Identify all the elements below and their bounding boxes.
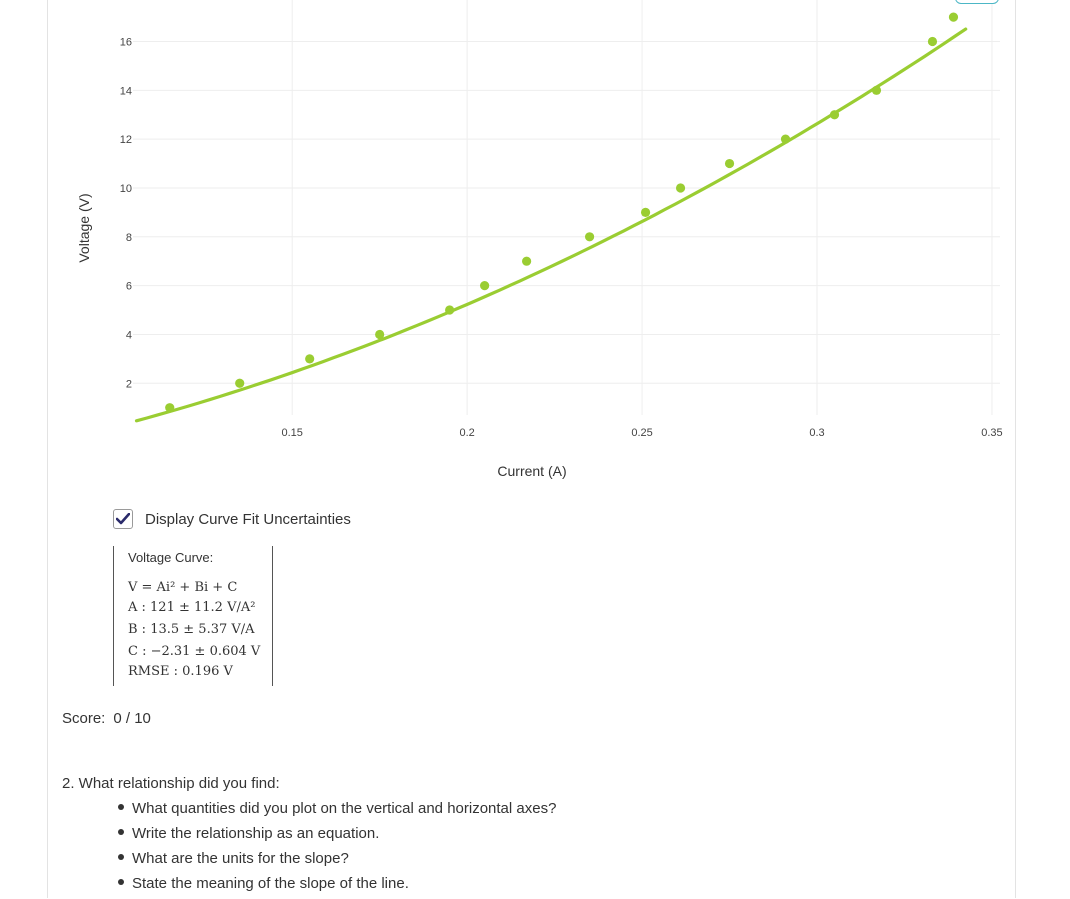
score: Score: 0 / 10 bbox=[62, 710, 151, 727]
data-point bbox=[675, 183, 686, 193]
data-point bbox=[445, 305, 455, 315]
y-tick-label: 16 bbox=[120, 37, 132, 49]
data-point bbox=[829, 110, 840, 120]
x-tick-label: 0.25 bbox=[631, 427, 652, 439]
fit-param-a: A : 121 ± 11.2 V/A² bbox=[128, 600, 256, 615]
y-tick-label: 4 bbox=[126, 329, 132, 341]
fit-rmse: RMSE : 0.196 V bbox=[128, 664, 233, 679]
list-item: State the meaning of the slope of the li… bbox=[118, 874, 556, 899]
check-icon bbox=[116, 513, 130, 525]
fit-equation: V = Ai² + Bi + C bbox=[128, 580, 238, 595]
y-tick-label: 2 bbox=[126, 378, 132, 390]
x-tick-label: 0.2 bbox=[459, 427, 474, 439]
data-point bbox=[522, 256, 532, 266]
data-point bbox=[640, 207, 651, 217]
list-item: What are the units for the slope? bbox=[118, 849, 556, 874]
score-label: Score: bbox=[62, 710, 106, 727]
x-axis-title: Current (A) bbox=[497, 463, 567, 479]
data-point bbox=[780, 134, 791, 144]
plot-toolbar-button[interactable] bbox=[955, 0, 999, 4]
uncertainty-checkbox-label: Display Curve Fit Uncertainties bbox=[145, 510, 351, 528]
data-point bbox=[927, 36, 938, 47]
fit-curve bbox=[134, 27, 968, 423]
fit-results-title: Voltage Curve: bbox=[128, 550, 214, 565]
y-tick-label: 8 bbox=[126, 232, 132, 244]
y-tick-label: 10 bbox=[120, 183, 132, 195]
score-value: 0 / 10 bbox=[113, 710, 151, 727]
data-point bbox=[165, 403, 175, 413]
y-tick-label: 14 bbox=[120, 85, 132, 97]
x-tick-label: 0.15 bbox=[281, 427, 302, 439]
y-axis-title: Voltage (V) bbox=[76, 193, 92, 263]
fit-param-b: B : 13.5 ± 5.37 V/A bbox=[128, 622, 255, 637]
fit-results-box: Voltage Curve: V = Ai² + Bi + C A : 121 … bbox=[113, 546, 273, 686]
x-tick-label: 0.35 bbox=[981, 427, 1002, 439]
data-point bbox=[948, 12, 959, 22]
list-item: What quantities did you plot on the vert… bbox=[118, 799, 556, 824]
data-point bbox=[871, 85, 882, 95]
data-point bbox=[235, 378, 245, 388]
list-item: Write the relationship as an equation. bbox=[118, 824, 556, 849]
uncertainty-checkbox[interactable] bbox=[113, 509, 133, 529]
uncertainty-checkbox-row[interactable]: Display Curve Fit Uncertainties bbox=[113, 509, 351, 529]
data-point bbox=[584, 232, 595, 242]
data-point bbox=[305, 354, 315, 364]
data-point bbox=[375, 329, 385, 340]
question-bullets: What quantities did you plot on the vert… bbox=[118, 799, 556, 899]
y-tick-label: 6 bbox=[126, 281, 132, 293]
fit-param-c: C : −2.31 ± 0.604 V bbox=[128, 644, 261, 659]
data-point bbox=[724, 158, 735, 169]
x-tick-label: 0.3 bbox=[809, 427, 824, 439]
voltage-current-plot: 2 4 6 8 10 12 14 16 0.15 0.2 0.25 0.3 0.35 bbox=[120, 0, 1003, 439]
question-text: 2. What relationship did you find: bbox=[62, 775, 280, 792]
data-point bbox=[480, 281, 490, 291]
content-panel bbox=[47, 0, 1016, 898]
y-tick-label: 12 bbox=[120, 134, 132, 146]
